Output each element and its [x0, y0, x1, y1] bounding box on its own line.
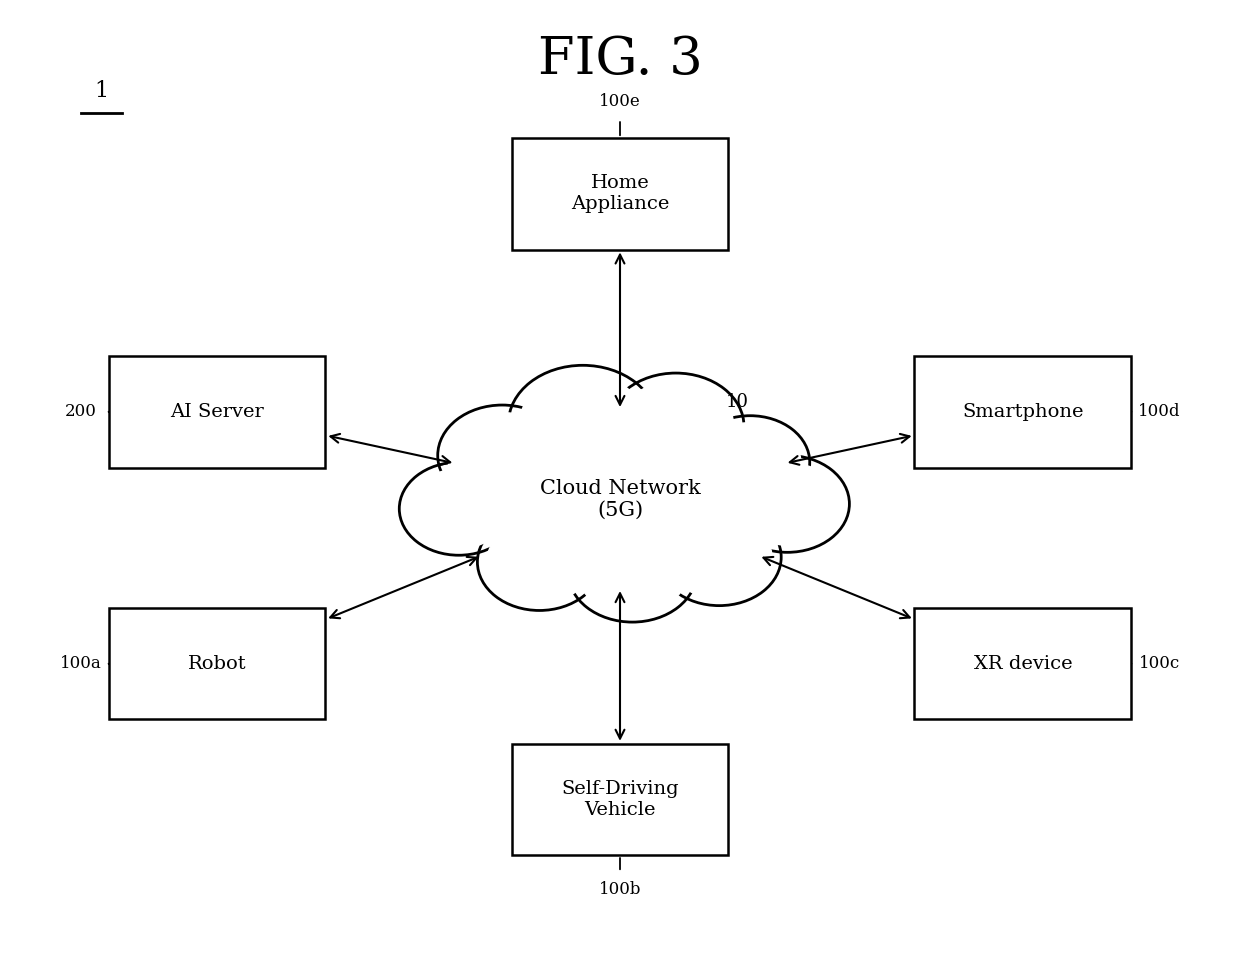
- Text: Self-Driving
Vehicle: Self-Driving Vehicle: [562, 780, 678, 819]
- FancyBboxPatch shape: [914, 357, 1131, 468]
- Text: 100e: 100e: [599, 93, 641, 110]
- Circle shape: [725, 455, 849, 552]
- Circle shape: [399, 462, 518, 555]
- Circle shape: [691, 416, 810, 509]
- Circle shape: [477, 514, 601, 610]
- Circle shape: [699, 422, 801, 502]
- Text: 1: 1: [94, 79, 109, 102]
- Text: 100c: 100c: [1138, 655, 1180, 672]
- Text: FIG. 3: FIG. 3: [538, 34, 702, 85]
- Text: Robot: Robot: [187, 655, 247, 672]
- Circle shape: [508, 365, 657, 482]
- Text: 200: 200: [64, 403, 97, 421]
- Circle shape: [608, 373, 744, 480]
- Circle shape: [408, 469, 510, 548]
- Text: 100d: 100d: [1138, 403, 1180, 421]
- Text: Cloud Network
(5G): Cloud Network (5G): [539, 479, 701, 519]
- Circle shape: [520, 374, 646, 473]
- Circle shape: [438, 405, 567, 506]
- Text: 10: 10: [725, 393, 749, 411]
- Text: 100b: 100b: [599, 881, 641, 898]
- FancyBboxPatch shape: [109, 609, 325, 719]
- FancyBboxPatch shape: [914, 609, 1131, 719]
- Circle shape: [734, 463, 841, 545]
- Ellipse shape: [459, 426, 781, 572]
- Circle shape: [578, 529, 687, 614]
- FancyBboxPatch shape: [511, 744, 728, 856]
- Circle shape: [618, 381, 734, 472]
- Circle shape: [666, 516, 771, 599]
- Ellipse shape: [446, 417, 794, 581]
- FancyBboxPatch shape: [511, 139, 728, 249]
- Circle shape: [657, 509, 781, 606]
- Text: AI Server: AI Server: [170, 403, 264, 421]
- Circle shape: [448, 413, 557, 498]
- FancyBboxPatch shape: [109, 357, 325, 468]
- Circle shape: [486, 521, 593, 603]
- Text: Smartphone: Smartphone: [962, 403, 1084, 421]
- Text: Home
Appliance: Home Appliance: [570, 174, 670, 213]
- Text: 100a: 100a: [60, 655, 102, 672]
- Circle shape: [568, 521, 697, 622]
- Text: XR device: XR device: [973, 655, 1073, 672]
